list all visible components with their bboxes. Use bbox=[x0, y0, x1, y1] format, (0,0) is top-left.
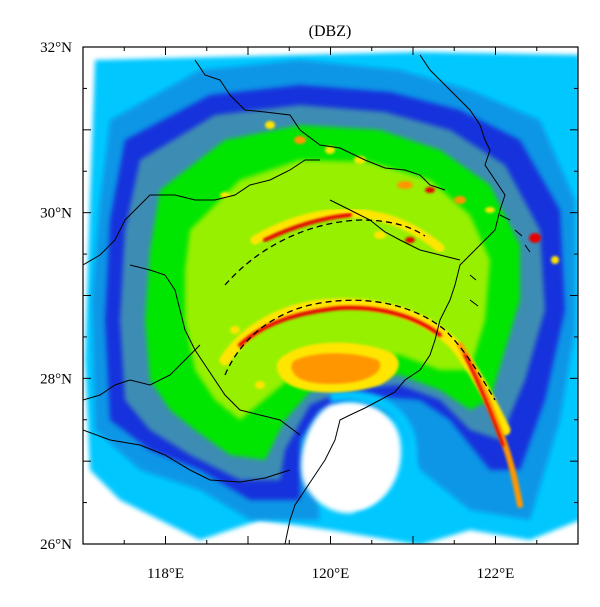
eye-ring bbox=[328, 390, 418, 523]
x-tick-label: 122°E bbox=[477, 566, 515, 582]
rainband-middle-core bbox=[238, 305, 442, 347]
x-tick-label: 118°E bbox=[147, 566, 184, 582]
x-tick-label: 120°E bbox=[312, 566, 350, 582]
province-border-2 bbox=[83, 159, 320, 266]
y-tick-label: 30°N bbox=[40, 206, 72, 222]
axis-ticks bbox=[82, 46, 579, 545]
island-chain bbox=[469, 214, 531, 307]
province-border-3 bbox=[129, 264, 301, 436]
y-tick-label: 26°N bbox=[40, 537, 72, 553]
province-border-4 bbox=[83, 344, 201, 401]
plot-area bbox=[83, 47, 578, 544]
rainband-upper-core bbox=[263, 213, 352, 242]
echo-level-8 bbox=[291, 353, 381, 384]
y-tick-label: 32°N bbox=[40, 40, 72, 56]
boundary-lines bbox=[83, 54, 531, 544]
province-border-1 bbox=[194, 59, 446, 191]
rainband-southeast-core bbox=[463, 353, 505, 447]
reflectivity-field bbox=[85, 52, 578, 544]
eye-clear-region bbox=[301, 401, 401, 514]
dashed-arc-south bbox=[224, 299, 496, 401]
province-border-6 bbox=[329, 199, 461, 261]
y-tick-label: 28°N bbox=[40, 371, 72, 387]
map-title: (DBZ) bbox=[309, 23, 352, 40]
dashed-arc-north bbox=[224, 219, 426, 286]
province-border-5 bbox=[83, 429, 291, 483]
convective-cells bbox=[220, 121, 559, 408]
axis-labels: 118°E 120°E 122°E 26°N 28°N 30°N 32°N bbox=[40, 40, 514, 582]
coastline bbox=[284, 54, 506, 544]
